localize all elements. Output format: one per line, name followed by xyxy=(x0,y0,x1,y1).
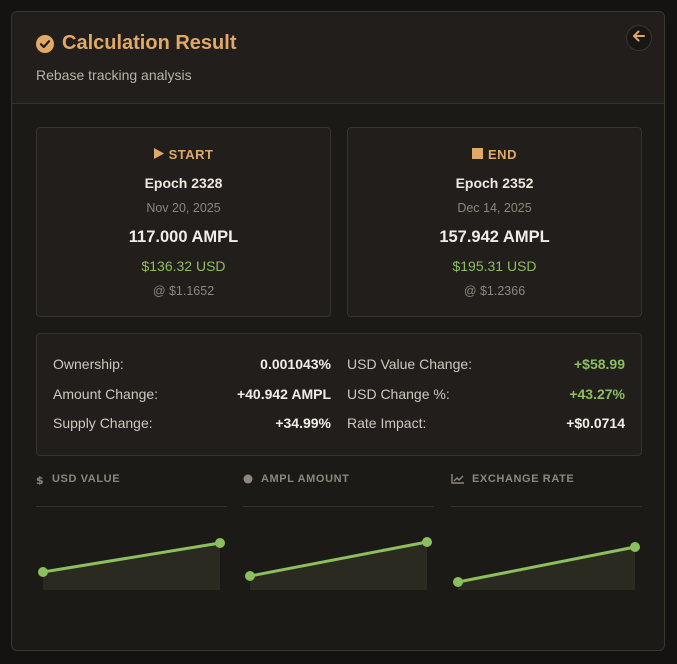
card-header: Calculation Result Rebase tracking analy… xyxy=(12,12,664,104)
stop-icon xyxy=(472,147,488,162)
usd-value-sparkline xyxy=(38,538,225,590)
stat-ownership: Ownership: 0.001043% xyxy=(53,354,331,374)
chart-divider xyxy=(36,506,227,507)
start-epoch: Epoch 2328 xyxy=(144,175,223,191)
ampl-amount-sparkline xyxy=(245,537,432,590)
page-title: Calculation Result xyxy=(62,32,237,54)
start-rate: @ $1.1652 xyxy=(152,284,215,298)
trend-chart-icon xyxy=(451,474,464,484)
stats-panel: Ownership: 0.001043% Amount Change: +40.… xyxy=(36,333,642,456)
sparkline-line xyxy=(249,540,428,578)
sparkline-line xyxy=(457,545,636,584)
ampl-amount-chart: AMPL AMOUNT xyxy=(243,467,434,590)
result-card: Calculation Result Rebase tracking analy… xyxy=(11,11,665,651)
start-date: Nov 20, 2025 xyxy=(146,201,221,215)
stat-value: +40.942 AMPL xyxy=(236,386,331,402)
stat-label: Supply Change: xyxy=(53,415,153,431)
svg-text:$: $ xyxy=(36,474,44,485)
usd-value-chart: $ USD VALUE xyxy=(36,467,227,590)
sparkline-line xyxy=(42,541,221,574)
exchange-rate-sparkline xyxy=(453,542,640,590)
stat-value: +43.27% xyxy=(569,386,625,402)
stat-label: USD Value Change: xyxy=(347,356,473,372)
exchange-rate-chart: EXCHANGE RATE xyxy=(451,467,642,590)
end-epoch: Epoch 2352 xyxy=(455,175,534,191)
end-label: END xyxy=(488,147,517,162)
start-point xyxy=(453,577,463,587)
chart-title: USD VALUE xyxy=(52,473,121,485)
start-label: START xyxy=(168,147,214,162)
arrow-left-icon xyxy=(632,29,646,48)
chart-title: EXCHANGE RATE xyxy=(472,473,575,485)
chart-divider xyxy=(451,506,642,507)
stat-rate-impact: Rate Impact: +$0.0714 xyxy=(347,413,625,433)
end-date: Dec 14, 2025 xyxy=(457,201,532,215)
title-row: Calculation Result xyxy=(36,32,236,55)
stat-value: +$0.0714 xyxy=(566,415,625,431)
stat-supply-change: Supply Change: +34.99% xyxy=(53,413,331,433)
stat-value: +34.99% xyxy=(275,415,331,431)
check-circle-icon xyxy=(36,34,54,53)
play-icon xyxy=(153,147,169,162)
start-usd-value: $136.32 USD xyxy=(141,258,226,274)
end-point xyxy=(630,542,640,552)
end-rate: @ $1.2366 xyxy=(463,284,526,298)
sparkline-area xyxy=(458,547,635,590)
stat-value: +$58.99 xyxy=(574,356,625,372)
stat-amount-change: Amount Change: +40.942 AMPL xyxy=(53,384,331,404)
back-button[interactable] xyxy=(626,25,652,51)
dollar-icon: $ xyxy=(36,474,44,485)
dot-icon xyxy=(243,474,253,484)
end-usd-value: $195.31 USD xyxy=(452,258,537,274)
start-point xyxy=(38,567,48,577)
stat-label: Rate Impact: xyxy=(347,415,427,431)
stat-label: Amount Change: xyxy=(53,386,159,402)
start-panel: START Epoch 2328 Nov 20, 2025 117.000 AM… xyxy=(36,127,331,317)
sparkline-area xyxy=(43,543,220,590)
end-panel: END Epoch 2352 Dec 14, 2025 157.942 AMPL… xyxy=(347,127,642,317)
end-point xyxy=(422,537,432,547)
stat-label: USD Change %: xyxy=(347,386,450,402)
start-point xyxy=(245,571,255,581)
chart-divider xyxy=(243,506,434,507)
stat-usd-value-change: USD Value Change: +$58.99 xyxy=(347,354,625,374)
start-amount: 117.000 AMPL xyxy=(128,228,239,246)
page-subtitle: Rebase tracking analysis xyxy=(36,67,192,83)
stat-value: 0.001043% xyxy=(260,356,331,372)
stat-label: Ownership: xyxy=(53,356,124,372)
end-point xyxy=(215,538,225,548)
chart-title: AMPL AMOUNT xyxy=(261,473,350,485)
end-amount: 157.942 AMPL xyxy=(439,228,550,246)
sparkline-area xyxy=(250,542,427,590)
stat-usd-change-percent: USD Change %: +43.27% xyxy=(347,384,625,404)
